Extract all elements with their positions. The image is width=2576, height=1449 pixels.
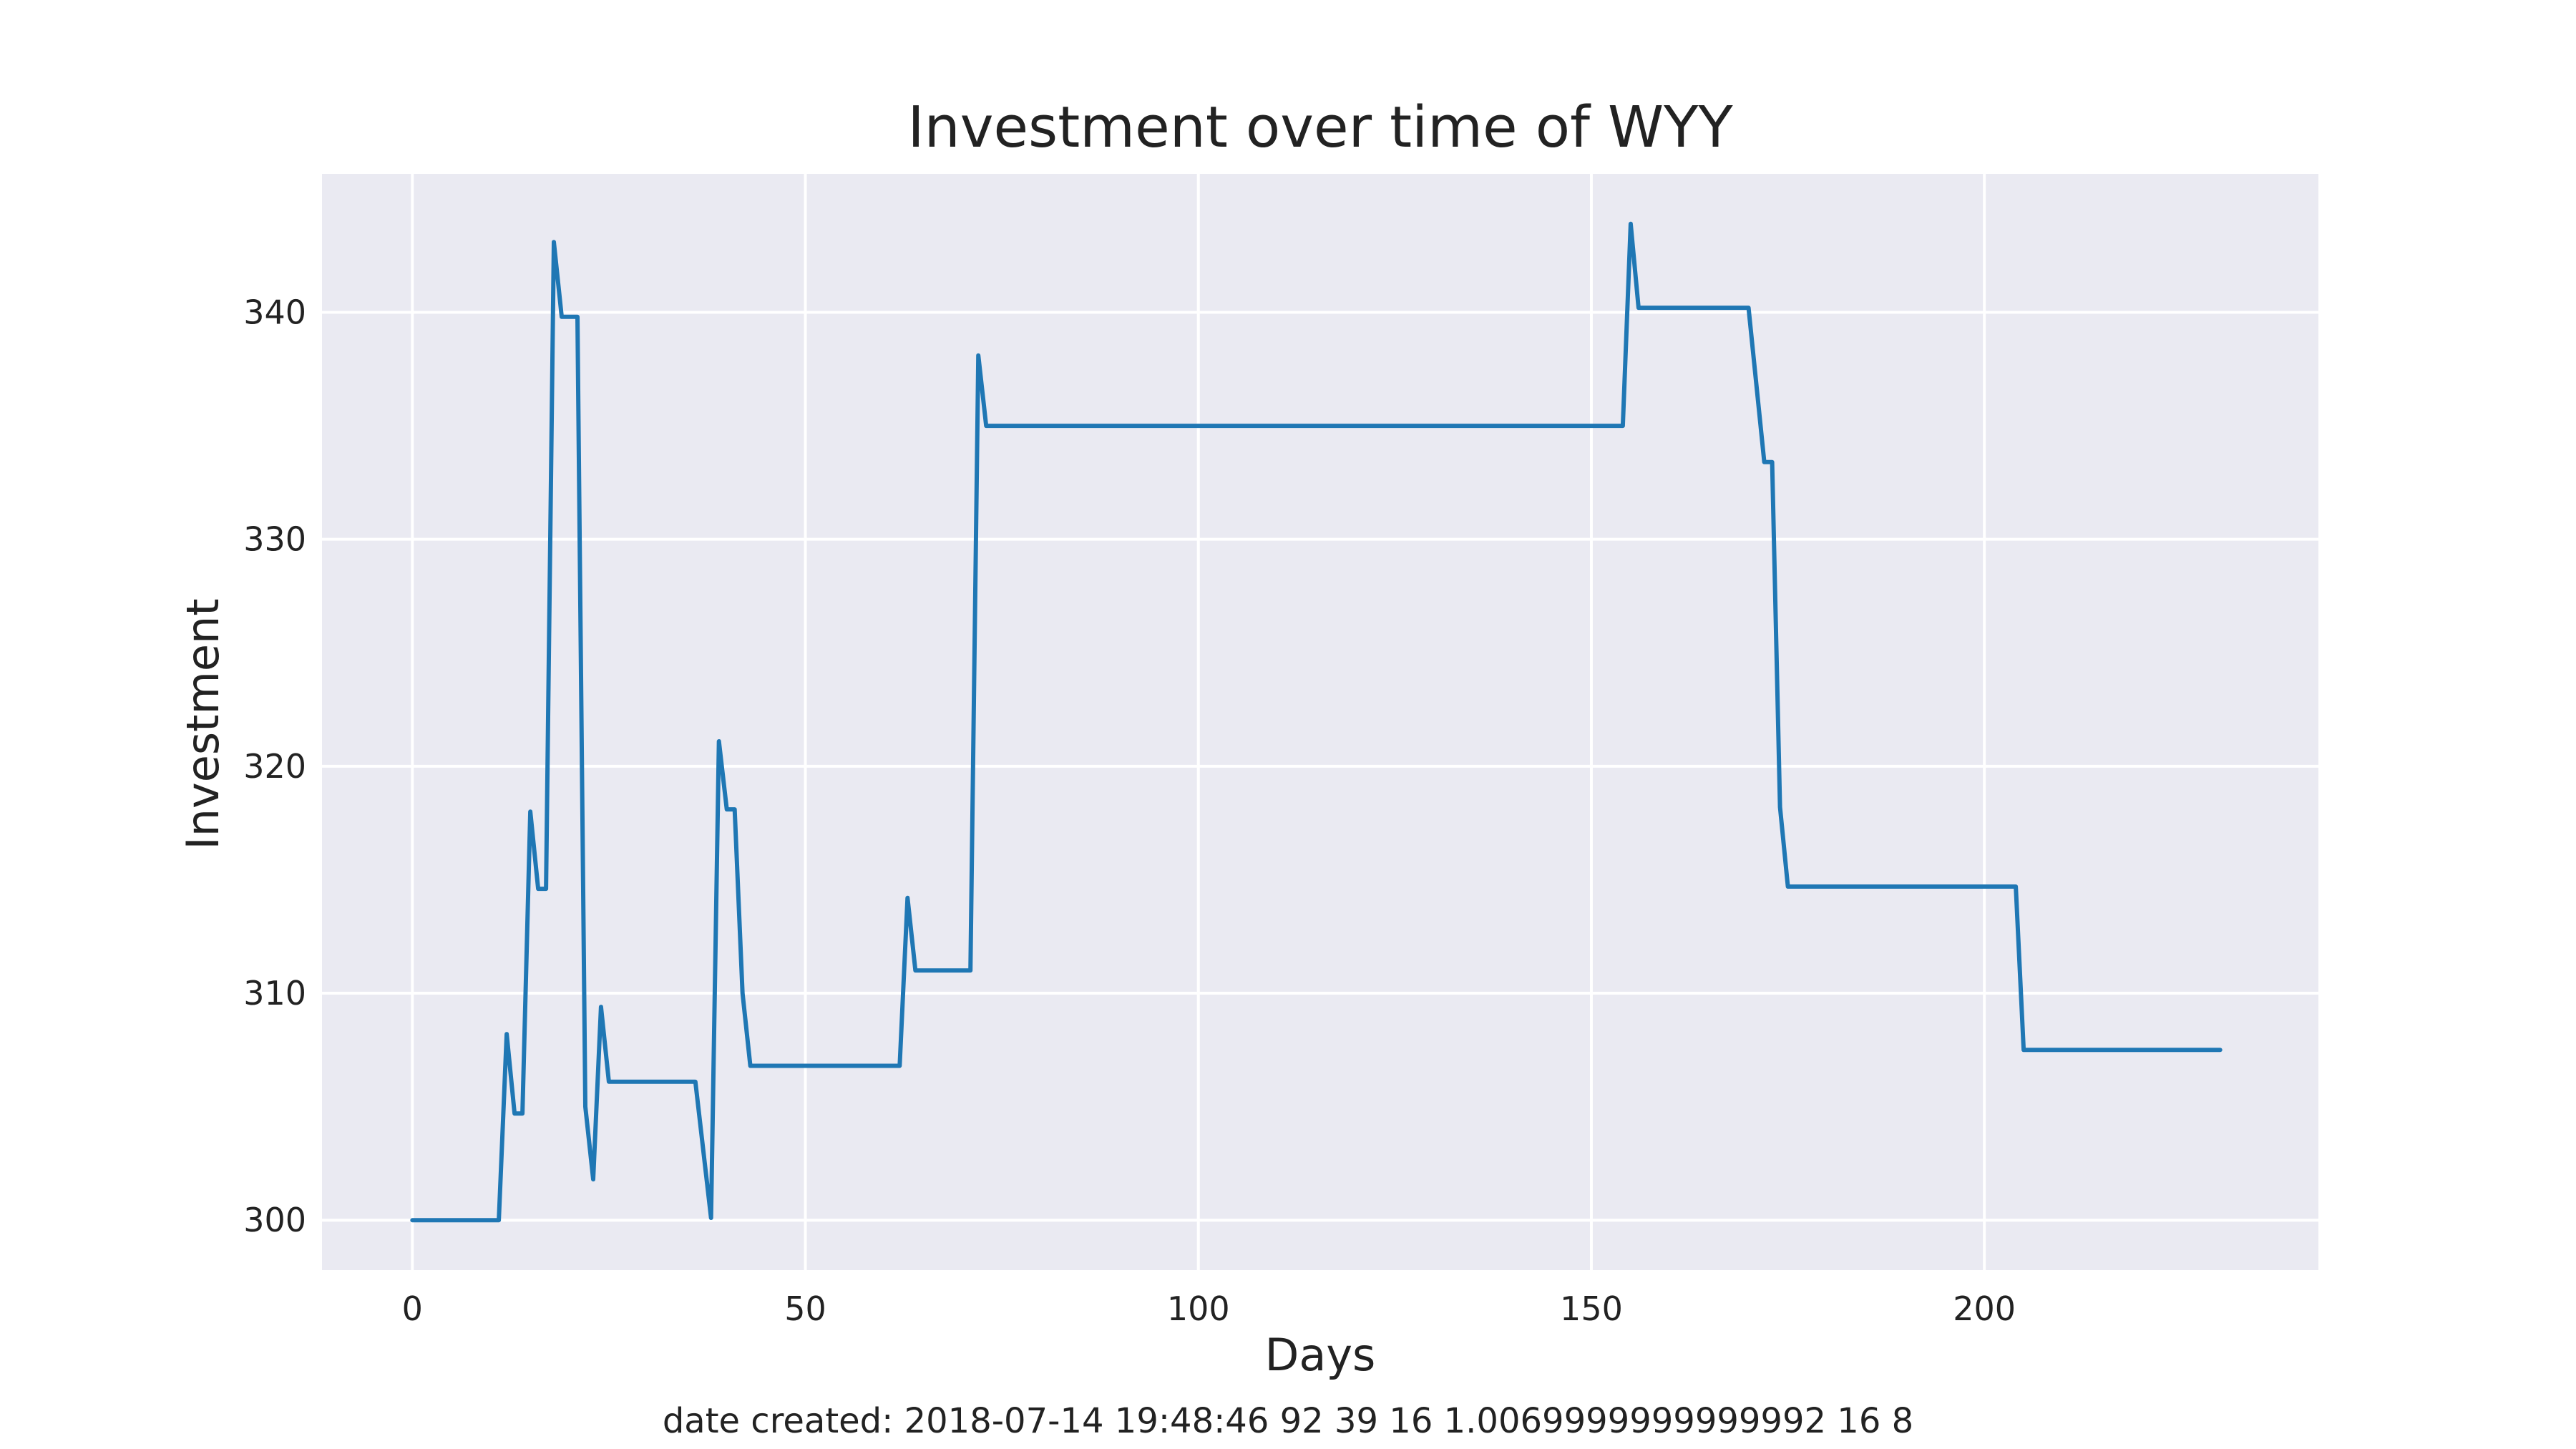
y-tick-label: 330 (243, 520, 306, 559)
y-tick-label: 310 (243, 974, 306, 1013)
plot-area (322, 174, 2318, 1270)
y-tick-label: 300 (243, 1201, 306, 1239)
x-tick-label: 200 (1953, 1289, 2016, 1328)
x-tick-label: 0 (402, 1289, 423, 1328)
y-tick-label: 320 (243, 747, 306, 786)
x-tick-label: 50 (784, 1289, 826, 1328)
footer-date-created: date created: 2018-07-14 19:48:46 92 39 … (663, 1401, 1913, 1441)
grid (322, 174, 2318, 1270)
x-axis-label: Days (1265, 1329, 1376, 1381)
x-tick-label: 100 (1167, 1289, 1230, 1328)
series-line (410, 221, 2223, 1223)
chart-title: Investment over time of WYY (907, 94, 1733, 160)
x-tick-label: 150 (1560, 1289, 1623, 1328)
series-layer (410, 221, 2223, 1223)
y-tick-label: 340 (243, 293, 306, 331)
y-axis-label: Investment (177, 598, 229, 849)
tick-labels: 0 50 100 150 200 300 310 320 330 340 (243, 293, 2016, 1328)
